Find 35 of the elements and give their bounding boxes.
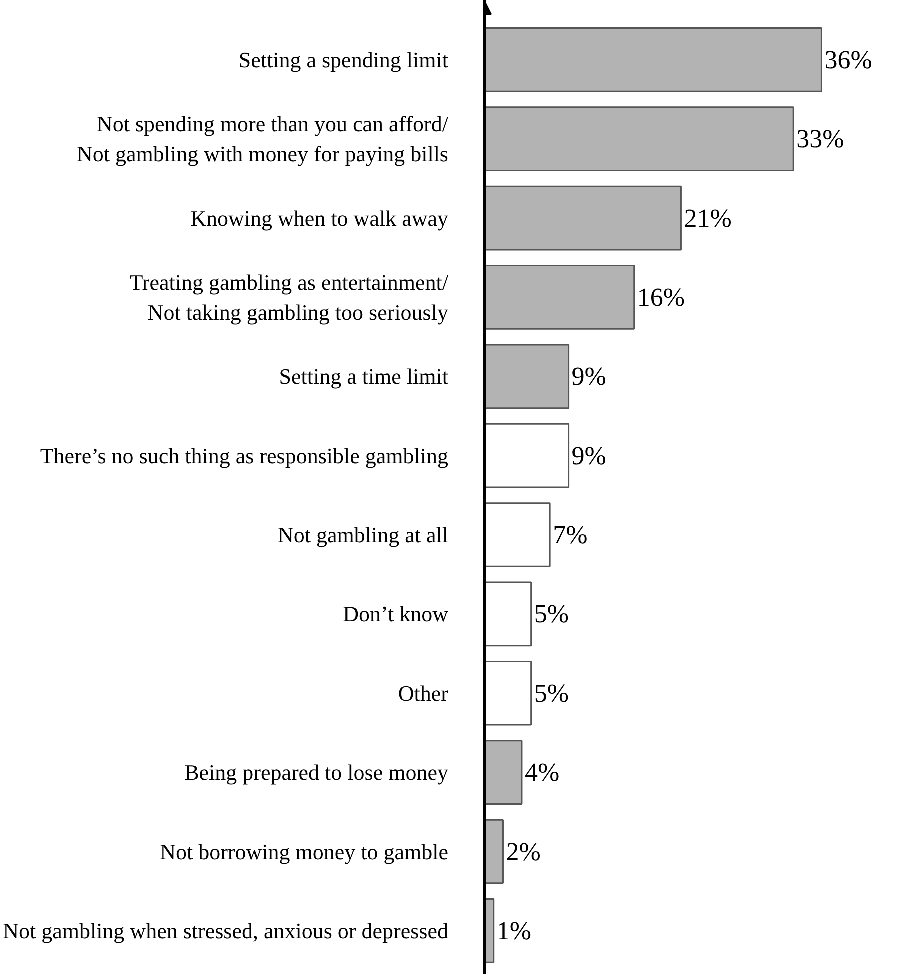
y-tick-label: Not spending more than you can afford/ Not gambling with money for paying bills — [76, 112, 450, 167]
bar — [484, 502, 551, 568]
bar — [484, 423, 570, 488]
y-tick-label: Not gambling at all — [278, 522, 448, 548]
bar — [484, 344, 570, 410]
y-tick-label: Knowing when to walk away — [190, 206, 449, 231]
y-tick-label: Setting a spending limit — [238, 47, 449, 72]
y-tick-label: Being prepared to lose money — [184, 760, 449, 786]
bar — [484, 660, 532, 726]
data-label: 21% — [684, 204, 732, 233]
y-tick-label: Setting a time limit — [279, 364, 448, 390]
data-label: 9% — [572, 362, 606, 392]
y-tick-label: Treating gambling as entertainment/ Not taking gambling too seriously — [130, 270, 450, 325]
bar — [484, 106, 794, 172]
data-label: 9% — [572, 441, 606, 470]
y-tick-label: Other — [398, 680, 450, 706]
data-label: 2% — [506, 837, 541, 866]
y-tick-label: Don’t know — [343, 602, 449, 627]
data-label: 16% — [637, 282, 686, 312]
y-tick-label: Not borrowing money to gamble — [160, 839, 449, 864]
bar — [484, 819, 504, 884]
y-tick-label: There’s no such thing as responsible gambling — [40, 443, 449, 468]
data-label: 7% — [553, 520, 588, 550]
data-label: 4% — [524, 758, 560, 788]
bar — [484, 582, 532, 647]
y-tick-label: Not gambling when stressed, anxious or depressed — [3, 918, 449, 944]
bar — [484, 265, 636, 330]
bar — [484, 740, 523, 805]
data-label: 1% — [496, 916, 532, 946]
data-label: 5% — [534, 678, 570, 708]
data-label: 33% — [796, 124, 844, 154]
bar — [484, 186, 682, 251]
bar — [484, 27, 822, 92]
data-label: 5% — [534, 600, 570, 629]
data-label: 36% — [824, 45, 872, 74]
